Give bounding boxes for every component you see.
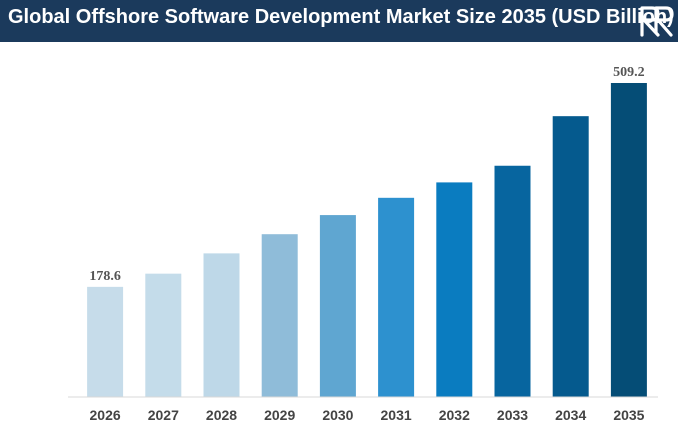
chart-title: Global Offshore Software Development Mar… [8,6,674,28]
bar-2034 [552,116,589,398]
bar-2029 [261,234,298,397]
x-tick-label-2030: 2030 [322,407,353,423]
x-tick-label-2034: 2034 [555,407,586,423]
data-labels: 178.6 509.2 [89,65,644,284]
bar-2033 [494,165,531,397]
x-tick-label-2032: 2032 [439,407,470,423]
x-tick-label-2029: 2029 [264,407,295,423]
bar-2032 [436,182,473,397]
bar-2031 [378,197,415,397]
bar-2026 [87,286,124,397]
x-axis-tick-labels: 2026 2027 2028 2029 2030 2031 2032 2033 2034 2035 [90,407,645,423]
x-tick-label-2026: 2026 [90,407,121,423]
x-tick-label-2031: 2031 [381,407,412,423]
bar-2028 [203,253,240,397]
bar-chart: 2026 2027 2028 2029 2030 2031 2032 2033 2034 2035… [68,65,658,423]
data-label-2026: 178.6 [89,269,121,284]
chart-header: Global Offshore Software Development Mar… [0,0,678,42]
data-label-2035: 509.2 [613,65,645,80]
x-tick-label-2033: 2033 [497,407,528,423]
x-tick-label-2035: 2035 [613,407,644,423]
bar-2030 [319,215,356,397]
bar-group [87,82,647,398]
x-tick-label-2027: 2027 [148,407,179,423]
mrfr-logo [640,6,674,37]
bar-2035 [610,82,647,397]
bar-2027 [145,273,182,397]
x-tick-label-2028: 2028 [206,407,237,423]
